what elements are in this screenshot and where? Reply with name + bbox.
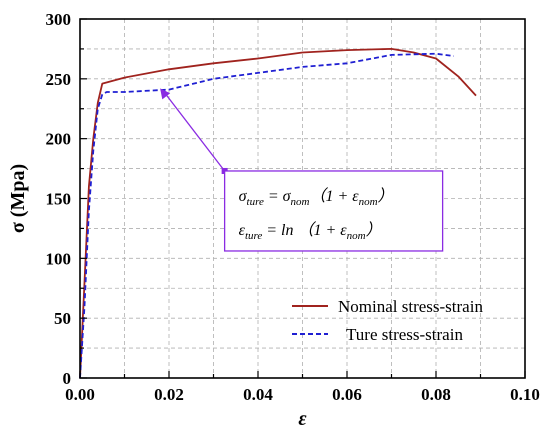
x-tick-label: 0.00 xyxy=(65,385,95,404)
y-tick-label: 200 xyxy=(46,130,72,149)
x-axis: 0.00 0.02 0.04 0.06 0.08 0.10 xyxy=(65,371,540,404)
formula-box xyxy=(223,170,444,252)
annotation-layer: σture = σnom（1 + εnom） εture = ln （1 + εn… xyxy=(160,88,444,252)
x-tick-label: 0.10 xyxy=(510,385,540,404)
annotation-arrow-line xyxy=(164,93,226,172)
grid xyxy=(80,19,525,378)
legend-label-nominal: Nominal stress-strain xyxy=(338,297,483,316)
y-axis: 0 50 100 150 200 250 300 xyxy=(46,10,87,388)
true-series-line xyxy=(79,52,454,379)
legend-label-true: Ture stress-strain xyxy=(346,325,463,344)
x-axis-title: ε xyxy=(298,408,307,430)
nominal-series-line xyxy=(79,48,477,379)
series-layer xyxy=(79,48,477,379)
y-tick-label: 250 xyxy=(46,70,72,89)
x-tick-label: 0.06 xyxy=(332,385,362,404)
formula-line-1: σture = σnom（1 + εnom） xyxy=(239,187,394,208)
y-axis-title: σ (Mpa) xyxy=(7,164,29,233)
annotation-arrow-head xyxy=(160,88,171,100)
y-tick-label: 50 xyxy=(54,309,71,328)
legend: Nominal stress-strain Ture stress-strain xyxy=(292,297,483,344)
x-tick-label: 0.02 xyxy=(154,385,184,404)
formula-line-2: εture = ln （1 + εnom） xyxy=(239,221,382,242)
x-tick-label: 0.08 xyxy=(421,385,451,404)
y-tick-label: 0 xyxy=(63,369,72,388)
y-tick-label: 150 xyxy=(46,190,72,209)
y-tick-label: 100 xyxy=(46,249,72,268)
y-tick-label: 300 xyxy=(46,10,72,29)
x-tick-label: 0.04 xyxy=(243,385,273,404)
